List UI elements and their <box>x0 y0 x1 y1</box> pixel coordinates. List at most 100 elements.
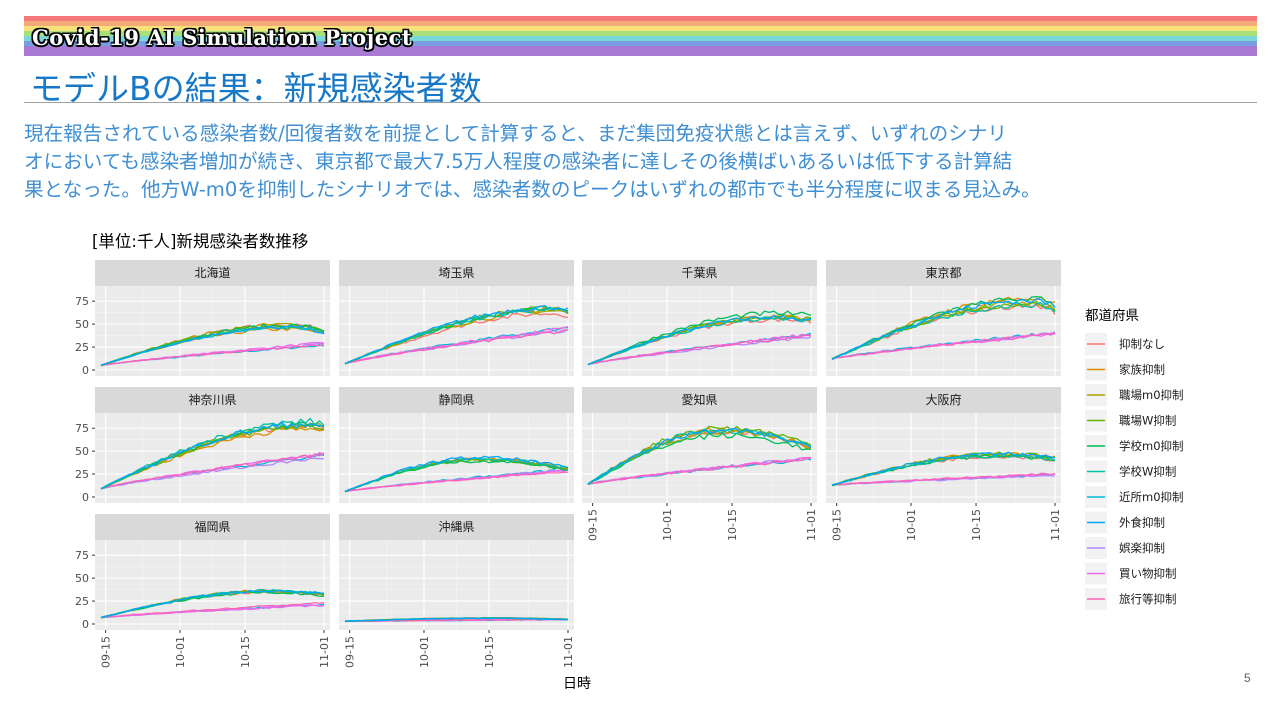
rainbow-banner: Covid-19 AI Simulation Project <box>24 16 1257 56</box>
series-line <box>831 302 1056 360</box>
legend-label: 買い物抑制 <box>1119 567 1177 581</box>
facet-strip <box>95 514 330 540</box>
legend-label: 職場W抑制 <box>1119 414 1176 428</box>
series-line <box>100 343 325 366</box>
legend-title: 都道府県 <box>1085 308 1139 324</box>
rainbow-stripe <box>24 16 1257 21</box>
facet-label: 東京都 <box>925 266 961 280</box>
series-line <box>100 601 325 618</box>
rainbow-stripe <box>24 21 1257 26</box>
facet-label: 北海道 <box>194 265 230 280</box>
x-tick-label: 10-15 <box>239 636 252 668</box>
facet-label: 愛知県 <box>681 393 717 407</box>
rainbow-stripe <box>24 36 1257 41</box>
series-line <box>100 417 325 490</box>
facet-label: 沖縄県 <box>438 519 474 534</box>
y-tick-label: 75 <box>75 422 89 435</box>
legend-label: 外食抑制 <box>1119 516 1165 530</box>
series-line <box>587 425 812 486</box>
x-tick-label: 10-15 <box>483 636 496 668</box>
summary-line: 現在報告されている感染者数/回復者数を前提として計算すると、まだ集団免疫状態とは… <box>24 122 1007 145</box>
x-tick-label: 09-15 <box>100 636 113 668</box>
series-line <box>100 604 325 618</box>
facet-label: 静岡県 <box>438 393 474 407</box>
facet-label: 神奈川県 <box>188 393 236 407</box>
y-tick-label: 50 <box>75 445 89 458</box>
legend-label: 旅行等抑制 <box>1119 592 1177 606</box>
x-tick-label: 10-15 <box>726 509 739 541</box>
rainbow-stripe <box>24 31 1257 36</box>
series-line <box>100 452 325 490</box>
x-tick-label: 10-01 <box>905 509 918 541</box>
rainbow-stripe <box>24 46 1257 56</box>
legend-label: 抑制なし <box>1119 337 1165 351</box>
facet-strip <box>339 514 574 540</box>
legend-label: 娯楽抑制 <box>1119 541 1165 555</box>
x-tick-label: 09-15 <box>831 509 844 541</box>
x-tick-label: 09-15 <box>587 509 600 541</box>
summary-line: 果となった。他方W-m0を抑制したシナリオでは、感染者数のピークはいずれの都市で… <box>24 178 1041 201</box>
series-line <box>100 421 325 490</box>
facet-strip <box>339 387 574 413</box>
legend-label: 家族抑制 <box>1119 363 1165 377</box>
y-tick-label: 0 <box>82 491 89 504</box>
x-tick-label: 11-01 <box>318 636 331 668</box>
x-tick-label: 10-01 <box>418 636 431 668</box>
series-line <box>587 456 812 485</box>
series-line <box>344 617 569 623</box>
legend-label: 学校m0抑制 <box>1119 439 1184 453</box>
series-line <box>344 455 569 492</box>
page-title: モデルBの結果：新規感染者数 <box>30 69 482 108</box>
x-axis-title: 日時 <box>563 676 591 692</box>
series-line <box>831 453 1056 486</box>
series-line <box>587 334 812 366</box>
facet-label: 千葉県 <box>681 266 717 280</box>
legend-label: 学校W抑制 <box>1119 465 1176 479</box>
facet-label: 埼玉県 <box>438 266 474 280</box>
chart-title: [単位:千人]新規感染者数推移 <box>92 232 309 251</box>
y-tick-label: 0 <box>82 618 89 631</box>
y-tick-label: 0 <box>82 364 89 377</box>
series-line <box>831 472 1056 487</box>
series-line <box>344 471 569 492</box>
y-tick-label: 50 <box>75 318 89 331</box>
facet-label: 福岡県 <box>194 519 230 534</box>
x-tick-label: 11-01 <box>1049 509 1062 541</box>
series-line <box>831 297 1056 360</box>
y-tick-label: 50 <box>75 572 89 585</box>
x-tick-label: 11-01 <box>562 636 575 668</box>
facet-strip <box>826 260 1061 286</box>
x-tick-label: 10-15 <box>970 509 983 541</box>
series-line <box>344 329 569 365</box>
y-tick-label: 75 <box>75 549 89 562</box>
project-title: Covid-19 AI Simulation Project <box>32 25 413 50</box>
title-divider <box>24 102 1257 103</box>
summary-line: オにおいても感染者増加が続き、東京都で最大7.5万人程度の感染者に達しその後横ば… <box>24 150 1013 173</box>
y-tick-label: 75 <box>75 295 89 308</box>
series-line <box>100 589 325 619</box>
facet-strip <box>339 260 574 286</box>
y-tick-label: 25 <box>75 468 89 481</box>
facet-strip <box>582 387 817 413</box>
series-line <box>831 451 1056 486</box>
x-tick-label: 10-01 <box>661 509 674 541</box>
rainbow-stripe <box>24 41 1257 46</box>
legend-label: 職場m0抑制 <box>1119 388 1184 402</box>
rainbow-stripe <box>24 26 1257 31</box>
series-line <box>831 332 1056 361</box>
facet-strip <box>826 387 1061 413</box>
summary-text: 現在報告されている感染者数/回復者数を前提として計算すると、まだ集団免疫状態とは… <box>24 120 1264 204</box>
series-line <box>100 325 325 366</box>
y-tick-label: 25 <box>75 341 89 354</box>
facet-strip <box>95 387 330 413</box>
series-line <box>344 304 569 365</box>
x-tick-label: 10-01 <box>174 636 187 668</box>
legend-label: 近所m0抑制 <box>1119 490 1184 504</box>
page-number: 5 <box>1244 671 1251 685</box>
series-line <box>344 459 569 493</box>
facet-strip <box>582 260 817 286</box>
series-line <box>587 336 812 365</box>
facet-label: 大阪府 <box>925 392 961 407</box>
facet-strip <box>95 260 330 286</box>
y-tick-label: 25 <box>75 595 89 608</box>
